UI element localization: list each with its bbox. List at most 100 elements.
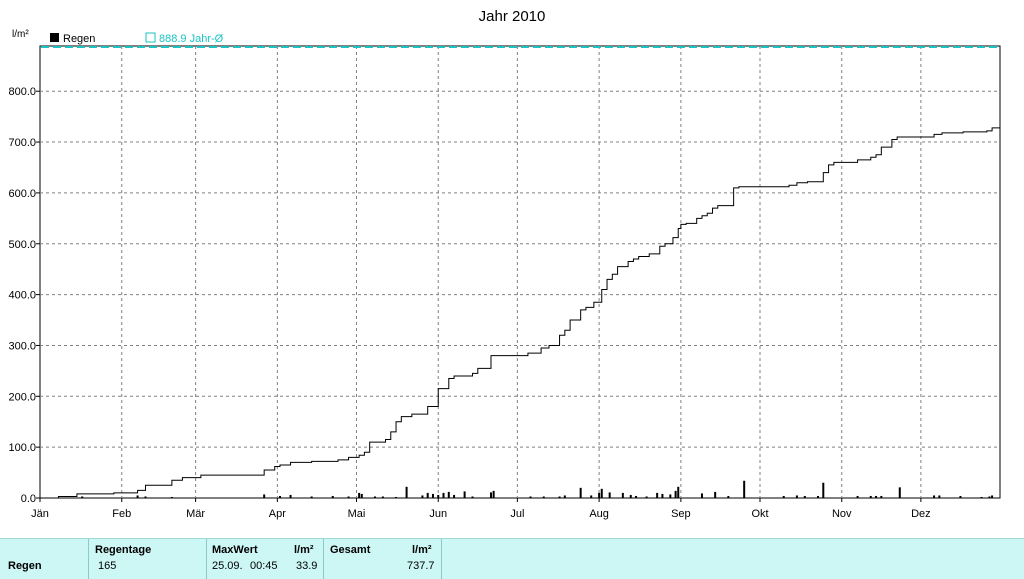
daily-rain-bar — [933, 495, 936, 498]
daily-rain-bar — [279, 495, 281, 498]
daily-rain-bar — [598, 492, 601, 498]
daily-rain-bar — [136, 495, 139, 498]
daily-rain-bar — [880, 495, 883, 498]
daily-rain-bar — [795, 495, 798, 498]
y-tick-label: 300.0 — [8, 340, 36, 352]
daily-rain-bar — [714, 491, 717, 498]
x-tick-label-jän: Jän — [31, 508, 49, 520]
x-tick-label-aug: Aug — [589, 508, 609, 520]
y-axis-ticks: 0.0 100.0 200.0 300.0 400.0 500.0 600.0 700.0 80… — [8, 86, 40, 505]
daily-rain-bar — [289, 494, 292, 498]
daily-rain-bar — [529, 496, 532, 498]
chart-title: Jahr 2010 — [479, 8, 546, 25]
daily-rain-bar — [542, 496, 545, 498]
daily-rain-bar — [988, 496, 991, 498]
daily-rain-bar — [563, 495, 566, 498]
daily-rain-bar — [331, 495, 334, 498]
stats-value-regentage: 165 — [98, 560, 117, 572]
daily-rain-bar — [489, 492, 492, 498]
daily-rain-bar — [405, 486, 408, 498]
daily-rain-bar — [442, 492, 445, 498]
daily-rain-bars — [81, 480, 994, 498]
x-tick-label-nov: Nov — [832, 508, 852, 520]
legend-swatch-regen — [50, 33, 59, 42]
daily-rain-bar — [170, 496, 173, 498]
stats-divider — [323, 539, 324, 579]
daily-rain-bar — [645, 496, 648, 498]
daily-rain-bar — [875, 495, 878, 498]
daily-rain-bar — [358, 492, 361, 498]
stats-header-gesamt-unit: l/m² — [412, 544, 432, 556]
daily-rain-bar — [621, 492, 624, 498]
daily-rain-bar — [959, 495, 962, 498]
daily-rain-bar — [471, 496, 474, 498]
daily-rain-bar — [869, 495, 872, 498]
stats-value-max: 33.9 — [296, 560, 318, 572]
x-tick-label-jul: Jul — [510, 508, 524, 520]
daily-rain-bar — [144, 496, 147, 498]
x-tick-label-okt: Okt — [751, 508, 768, 520]
stats-divider — [88, 539, 89, 579]
daily-rain-bar — [600, 488, 603, 498]
y-axis-unit-label: l/m² — [12, 29, 29, 40]
stats-header-regentage: Regentage — [95, 544, 152, 556]
daily-rain-bar — [629, 494, 632, 498]
x-tick-label-dez: Dez — [911, 508, 931, 520]
y-tick-label: 200.0 — [8, 391, 36, 403]
y-tick-label: 700.0 — [8, 137, 36, 149]
daily-rain-bar — [608, 492, 611, 498]
x-tick-label-mär: Mär — [186, 508, 205, 520]
daily-rain-bar — [656, 492, 659, 498]
daily-rain-bar — [426, 492, 429, 498]
daily-rain-bar — [492, 490, 495, 498]
chart-canvas: Jahr 2010 l/m² Regen 888.9 Jahr-Ø 0.0 100… — [8, 8, 1001, 520]
daily-rain-bar — [431, 493, 434, 498]
daily-rain-bar — [81, 496, 84, 498]
legend-label-reference: 888.9 Jahr-Ø — [159, 33, 224, 45]
daily-rain-bar — [453, 494, 456, 498]
daily-rain-bar — [635, 495, 638, 498]
x-tick-label-mai: Mai — [348, 508, 366, 520]
cumulative-rain-line — [40, 122, 1001, 499]
daily-rain-bar — [310, 496, 313, 498]
daily-rain-bar — [980, 496, 983, 498]
y-tick-label: 600.0 — [8, 188, 36, 200]
daily-rain-bar — [727, 495, 730, 498]
stats-row-label: Regen — [8, 560, 42, 572]
daily-rain-bar — [674, 490, 677, 498]
y-tick-label: 400.0 — [8, 290, 36, 302]
daily-rain-bar — [463, 491, 466, 498]
y-tick-label: 500.0 — [8, 239, 36, 251]
stats-value-max-time: 00:45 — [250, 560, 278, 572]
stats-divider — [441, 539, 442, 579]
daily-rain-bar — [991, 495, 994, 498]
x-tick-label-apr: Apr — [269, 508, 286, 520]
daily-rain-bar — [263, 494, 266, 498]
daily-rain-bar — [743, 480, 746, 498]
y-tick-label: 0.0 — [21, 493, 36, 505]
daily-rain-bar — [395, 496, 398, 498]
stats-panel: Regentage MaxWert l/m² Gesamt l/m² Regen… — [0, 538, 1024, 579]
y-tick-label: 100.0 — [8, 442, 36, 454]
daily-rain-bar — [669, 494, 672, 498]
stats-header-gesamt: Gesamt — [330, 544, 371, 556]
daily-rain-bar — [856, 495, 859, 498]
grid-lines — [40, 46, 1000, 498]
daily-rain-bar — [579, 487, 582, 498]
stats-value-gesamt: 737.7 — [407, 560, 435, 572]
daily-rain-bar — [677, 486, 680, 498]
daily-rain-bar — [558, 496, 561, 498]
legend-swatch-reference — [145, 32, 156, 43]
daily-rain-bar — [421, 495, 424, 498]
daily-rain-bar — [590, 495, 593, 498]
daily-rain-bar — [373, 496, 376, 498]
legend: Regen 888.9 Jahr-Ø — [50, 32, 224, 45]
daily-rain-bar — [803, 495, 806, 498]
y-tick-label: 800.0 — [8, 86, 36, 98]
daily-rain-bar — [381, 496, 384, 498]
stats-divider — [206, 539, 207, 579]
daily-rain-bar — [822, 482, 825, 498]
x-tick-label-sep: Sep — [671, 508, 691, 520]
daily-rain-bar — [938, 495, 941, 498]
daily-rain-bar — [898, 487, 901, 498]
